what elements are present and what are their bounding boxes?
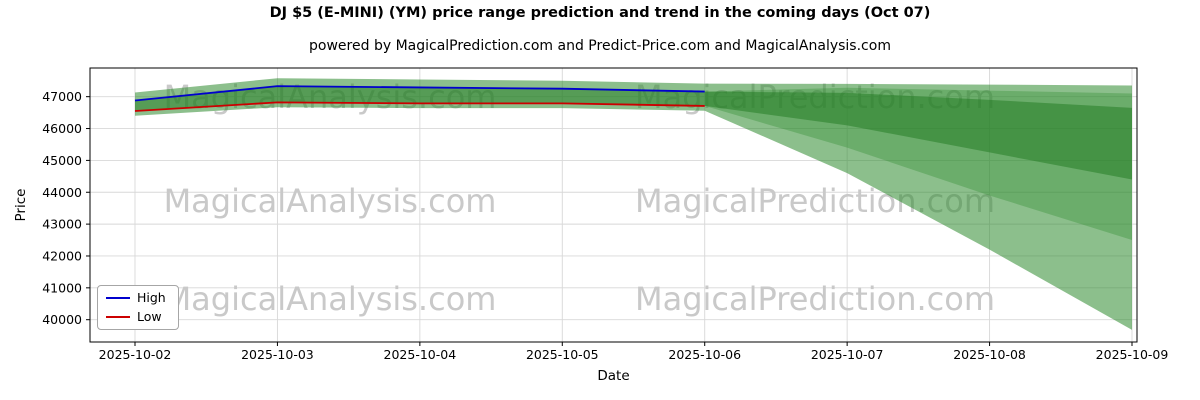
history-inner-band — [135, 86, 705, 112]
x-tick-label: 2025-10-08 — [953, 347, 1026, 362]
watermark-text: MagicalAnalysis.com — [164, 182, 497, 220]
x-axis-label: Date — [597, 368, 630, 384]
y-tick-label: 46000 — [42, 121, 82, 136]
x-tick-label: 2025-10-07 — [811, 347, 884, 362]
x-tick-label: 2025-10-04 — [384, 347, 457, 362]
x-tick-label: 2025-10-02 — [99, 347, 172, 362]
high-line-swatch — [106, 297, 130, 299]
y-tick-label: 40000 — [42, 312, 82, 327]
y-tick-label: 43000 — [42, 217, 82, 232]
x-tick-label: 2025-10-03 — [241, 347, 314, 362]
legend-label-low: Low — [137, 309, 162, 324]
y-tick-label: 44000 — [42, 185, 82, 200]
x-tick-label: 2025-10-06 — [668, 347, 741, 362]
legend: High Low — [97, 285, 179, 330]
low-line-swatch — [106, 316, 130, 318]
legend-label-high: High — [137, 290, 166, 305]
y-tick-label: 42000 — [42, 248, 82, 263]
y-tick-label: 45000 — [42, 153, 82, 168]
chart-subtitle: powered by MagicalPrediction.com and Pre… — [309, 38, 891, 54]
y-tick-label: 41000 — [42, 280, 82, 295]
x-tick-label: 2025-10-05 — [526, 347, 599, 362]
forecast-inner-band — [704, 91, 1132, 180]
legend-item-high: High — [106, 291, 166, 305]
watermark-text: MagicalPrediction.com — [635, 280, 995, 318]
x-tick-label: 2025-10-09 — [1096, 347, 1169, 362]
low-line — [134, 101, 705, 112]
chart-title: DJ $5 (E-MINI) (YM) price range predicti… — [269, 5, 931, 21]
y-axis-label: Price — [13, 188, 29, 222]
watermark-text: MagicalAnalysis.com — [164, 280, 497, 318]
y-tick-label: 47000 — [42, 89, 82, 104]
high-line — [134, 85, 705, 102]
legend-item-low: Low — [106, 310, 166, 324]
plot-frame — [89, 67, 1138, 343]
